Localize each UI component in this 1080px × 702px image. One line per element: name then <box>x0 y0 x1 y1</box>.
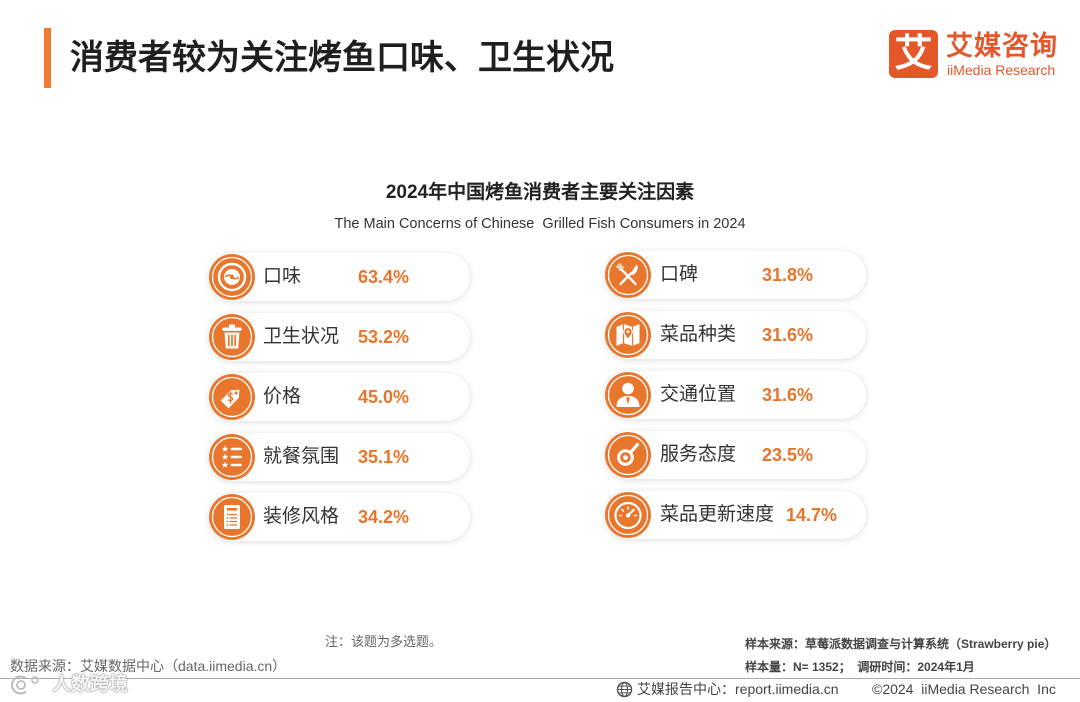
factor-item-menu-update: 菜品更新速度 14.7% <box>605 491 866 539</box>
star-list-icon <box>209 434 255 480</box>
factor-value: 35.1% <box>358 447 410 467</box>
sample-source: 样本来源：草莓派数据调查与计算系统（Strawberry pie） <box>745 637 1057 651</box>
factor-value: 63.4% <box>358 267 410 287</box>
footer-divider <box>0 678 1080 679</box>
chart-subtitle: The Main Concerns of Chinese Grilled Fis… <box>334 216 746 232</box>
plate-icon <box>209 254 255 300</box>
factor-label: 装修风格 <box>263 506 340 527</box>
factor-item-price: 价格 45.0% <box>209 373 470 421</box>
report-center-link: 艾媒报告中心：report.iimedia.cn <box>637 681 839 697</box>
factor-label: 服务态度 <box>660 444 737 465</box>
watermark-text: 人数跨境 <box>52 674 129 695</box>
fork-knife-icon <box>605 252 651 298</box>
factor-column-left: 口味 63.4% 卫生状况 53.2% 价格 45.0% 就餐氛围 35.1% … <box>209 253 470 541</box>
factor-label: 卫生状况 <box>263 326 340 347</box>
factor-value: 31.6% <box>762 385 814 405</box>
factor-value: 14.7% <box>786 505 838 525</box>
factor-label: 价格 <box>263 386 302 407</box>
menu-card-icon <box>209 494 255 540</box>
copyright: ©2024 iiMedia Research Inc <box>872 681 1056 697</box>
factor-label: 交通位置 <box>660 384 737 405</box>
brand-name-en: iiMedia Research <box>947 62 1056 78</box>
sample-size: 样本量：N= 1352； 调研时间：2024年1月 <box>745 660 975 674</box>
factor-item-decoration: 装修风格 34.2% <box>209 493 470 541</box>
spoon-icon <box>605 432 651 478</box>
data-source: 数据来源：艾媒数据中心（data.iimedia.cn） <box>10 658 287 674</box>
factor-item-taste: 口味 63.4% <box>209 253 470 301</box>
multi-choice-note: 注：该题为多选题。 <box>325 634 443 649</box>
factor-item-dish-variety: 菜品种类 31.6% <box>605 311 866 359</box>
factor-value: 23.5% <box>762 445 814 465</box>
factor-value: 31.6% <box>762 325 814 345</box>
factor-label: 就餐氛围 <box>263 446 340 467</box>
map-pin-icon <box>605 312 651 358</box>
factor-item-atmosphere: 就餐氛围 35.1% <box>209 433 470 481</box>
trash-bin-icon <box>209 314 255 360</box>
chart-title: 2024年中国烤鱼消费者主要关注因素 <box>385 182 695 203</box>
brand-logo: 艾 <box>889 30 938 78</box>
factor-item-service: 服务态度 23.5% <box>605 431 866 479</box>
factor-value: 45.0% <box>358 387 410 407</box>
title-accent-bar <box>44 28 51 88</box>
page-title: 消费者较为关注烤鱼口味、卫生状况 <box>70 39 614 77</box>
factor-value: 31.8% <box>762 265 814 285</box>
gauge-icon <box>605 492 651 538</box>
brand-name-cn: 艾媒咨询 <box>946 31 1058 61</box>
factor-item-location: 交通位置 31.6% <box>605 371 866 419</box>
factor-column-right: 口碑 31.8% 菜品种类 31.6% 交通位置 31.6% 服务态度 23.5… <box>605 251 866 539</box>
factor-item-hygiene: 卫生状况 53.2% <box>209 313 470 361</box>
person-icon <box>605 372 651 418</box>
factor-label: 口味 <box>263 266 302 287</box>
price-tag-icon <box>209 374 255 420</box>
factor-label: 菜品种类 <box>660 324 737 345</box>
factor-label: 口碑 <box>660 264 699 285</box>
factor-value: 53.2% <box>358 327 410 347</box>
factor-label: 菜品更新速度 <box>660 504 775 525</box>
factor-item-reputation: 口碑 31.8% <box>605 251 866 299</box>
watermark-logo-icon <box>8 673 46 697</box>
factor-value: 34.2% <box>358 507 410 527</box>
globe-icon <box>616 681 633 698</box>
